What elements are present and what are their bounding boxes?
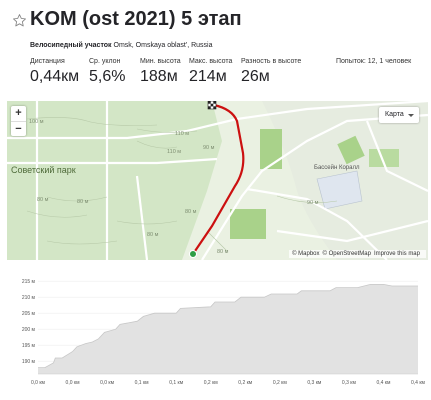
- map-type-dropdown[interactable]: Карта: [379, 107, 419, 123]
- x-tick-label: 0,4 км: [411, 380, 426, 386]
- map-canvas[interactable]: 100 м 110 м 110 м 90 м 80 м 80 м 90 м 80…: [7, 101, 428, 260]
- x-tick-label: 0,2 км: [273, 380, 288, 386]
- stat-label: Макс. высота: [189, 58, 233, 65]
- stat-label: Ср. уклон: [89, 58, 121, 65]
- x-tick-label: 0,0 км: [31, 380, 46, 386]
- zoom-in-button[interactable]: +: [15, 107, 22, 119]
- contour-label: 110 м: [167, 149, 181, 155]
- x-tick-label: 0,1 км: [169, 380, 184, 386]
- elevation-line: [38, 284, 418, 368]
- x-tick-label: 0,4 км: [376, 380, 391, 386]
- segment-header: KOM (ost 2021) 5 этап: [10, 6, 425, 38]
- segment-map[interactable]: 100 м 110 м 110 м 90 м 80 м 80 м 90 м 80…: [7, 101, 428, 260]
- y-tick-label: 195 м: [22, 343, 36, 349]
- x-tick-label: 0,2 км: [204, 380, 219, 386]
- finish-flag-icon: [207, 101, 217, 110]
- stat-min-elevation: Мин. высота 188м: [140, 58, 181, 86]
- stat-label: Разность в высоте: [241, 58, 302, 65]
- improve-map-link[interactable]: Improve this map: [373, 251, 420, 257]
- x-tick-label: 0,0 км: [66, 380, 81, 386]
- contour-label: 80 м: [37, 197, 49, 203]
- star-icon[interactable]: [12, 13, 27, 28]
- segment-location: Велосипедный участок Omsk, Omskaya oblas…: [30, 42, 213, 49]
- stat-label: Дистанция: [30, 58, 65, 65]
- stat-value: 214м: [189, 68, 227, 85]
- x-tick-label: 0,0 км: [100, 380, 115, 386]
- elevation-area: [38, 284, 418, 374]
- stat-distance: Дистанция 0,44км: [30, 58, 79, 86]
- contour-label: 90 м: [203, 145, 215, 151]
- route-line: [191, 103, 245, 256]
- zoom-out-button[interactable]: −: [11, 121, 26, 136]
- segment-stats: Дистанция 0,44км Ср. уклон 5,6% Мин. выс…: [30, 58, 425, 88]
- contour-label: 110 м: [175, 131, 189, 137]
- stat-value: 0,44км: [30, 68, 80, 85]
- contour-label: 80 м: [77, 199, 89, 205]
- location-type: Велосипедный участок: [30, 42, 112, 49]
- x-tick-label: 0,2 км: [238, 380, 253, 386]
- contour-label: 80 м: [147, 232, 159, 238]
- map-attribution: © Mapbox © OpenStreetMap Improve this map: [289, 250, 426, 258]
- elevation-chart-svg: 190 м 195 м 200 м 205 м 210 м 215 м 0,0 км 0,0 …: [22, 279, 426, 386]
- contour-label: 80 м: [217, 249, 229, 255]
- stat-label: Попыток: 12, 1 человек: [336, 58, 412, 65]
- stat-value: 188м: [140, 68, 178, 85]
- y-tick-label: 205 м: [22, 311, 36, 317]
- y-tick-label: 190 м: [22, 359, 36, 365]
- osm-link[interactable]: © OpenStreetMap: [322, 251, 371, 257]
- start-marker-icon: [189, 250, 197, 258]
- location-name: Omsk, Omskaya oblast', Russia: [113, 42, 213, 49]
- stat-attempts: Попыток: 12, 1 человек: [336, 58, 411, 65]
- stat-max-elevation: Макс. высота 214м: [189, 58, 232, 86]
- y-tick-label: 215 м: [22, 279, 36, 285]
- page-title: KOM (ost 2021) 5 этап: [30, 8, 242, 30]
- stat-elevation-diff: Разность в высоте 26м: [241, 58, 301, 86]
- contour-label: 90 м: [307, 200, 319, 206]
- stat-avg-grade: Ср. уклон 5,6%: [89, 58, 125, 86]
- mapbox-link[interactable]: © Mapbox: [292, 251, 320, 257]
- map-type-label: Карта: [385, 111, 404, 118]
- elevation-chart[interactable]: 190 м 195 м 200 м 205 м 210 м 215 м 0,0 км 0,0 …: [0, 270, 431, 395]
- caret-down-icon: [408, 114, 414, 117]
- x-tick-label: 0,3 км: [342, 380, 357, 386]
- y-tick-label: 210 м: [22, 295, 36, 301]
- zoom-controls: + −: [11, 106, 26, 136]
- x-tick-label: 0,3 км: [307, 380, 322, 386]
- pool-label: Бассейн Коралл: [314, 165, 360, 171]
- stat-value: 5,6%: [89, 68, 126, 85]
- x-tick-label: 0,1 км: [135, 380, 150, 386]
- contour-label: 100 м: [29, 119, 44, 125]
- park-label: Советский парк: [11, 165, 76, 175]
- y-tick-label: 200 м: [22, 327, 36, 333]
- stat-label: Мин. высота: [140, 58, 181, 65]
- stat-value: 26м: [241, 68, 270, 85]
- contour-label: 80 м: [185, 209, 197, 215]
